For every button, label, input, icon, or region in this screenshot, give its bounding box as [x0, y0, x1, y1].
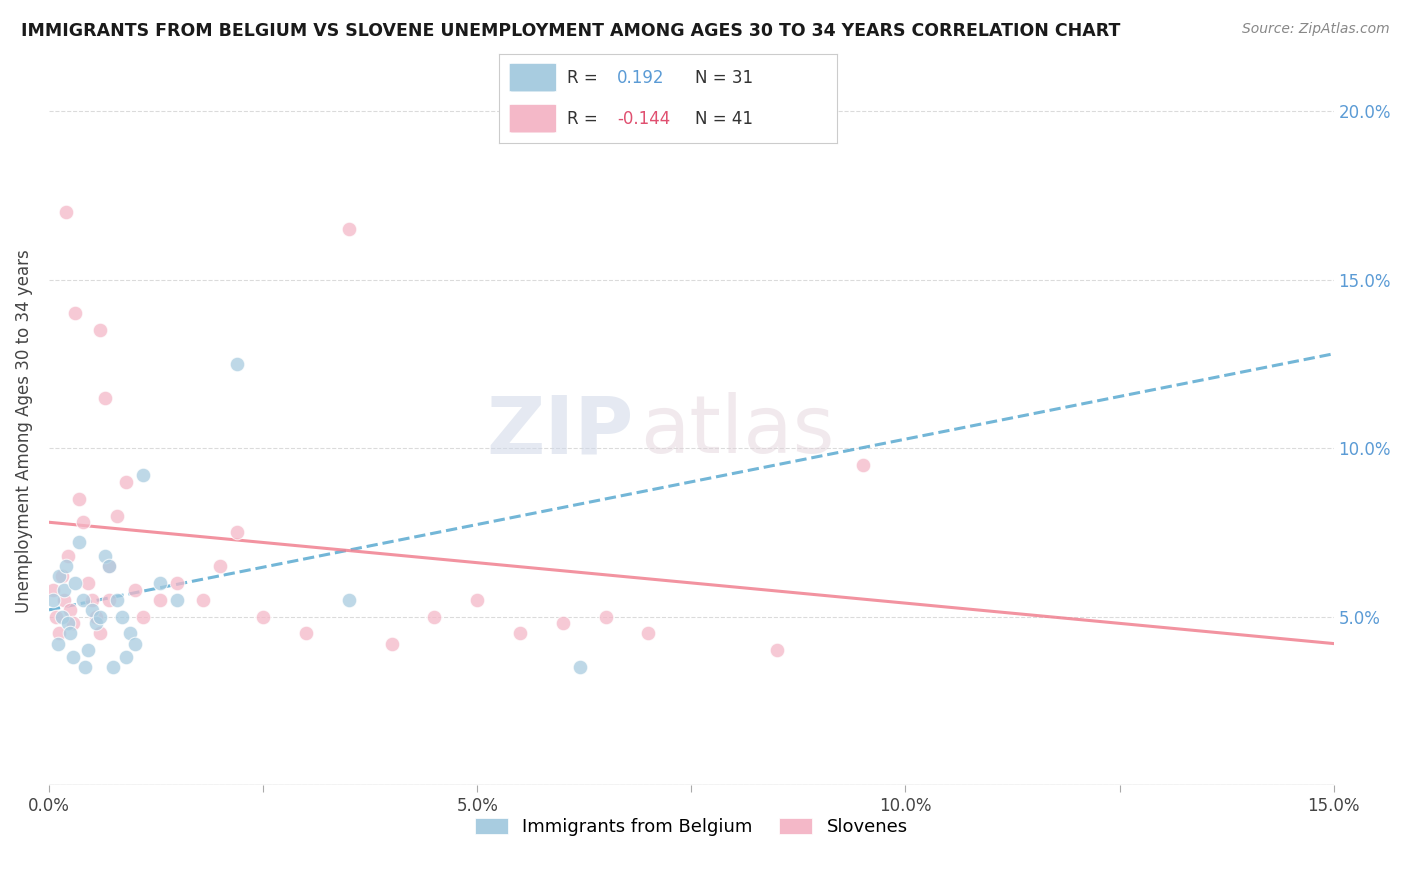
Point [48, 569, 70, 583]
Point [852, 458, 875, 472]
Text: Source: ZipAtlas.com: Source: ZipAtlas.com [1241, 22, 1389, 37]
Point [107, 592, 129, 607]
Point [72, 515, 94, 529]
Text: atlas: atlas [640, 392, 834, 470]
Point [252, 609, 274, 624]
FancyBboxPatch shape [509, 63, 557, 92]
Point [80, 592, 103, 607]
Point [124, 582, 146, 597]
Point [48, 626, 70, 640]
Point [84, 609, 107, 624]
Point [107, 508, 129, 523]
Point [226, 357, 249, 371]
Point [62, 650, 84, 665]
Point [76, 643, 98, 657]
Point [89, 626, 111, 640]
Point [63, 575, 86, 590]
Point [55, 205, 77, 219]
Point [103, 660, 125, 674]
Point [595, 609, 617, 624]
Point [76, 575, 98, 590]
Point [80, 603, 103, 617]
Text: ZIP: ZIP [486, 392, 634, 470]
Text: N = 41: N = 41 [695, 110, 752, 128]
Point [149, 592, 172, 607]
Text: R =: R = [567, 110, 603, 128]
Point [226, 525, 249, 540]
Point [67, 535, 90, 549]
Point [53, 592, 76, 607]
Point [209, 559, 232, 574]
Point [97, 559, 120, 574]
Point [97, 592, 120, 607]
Point [132, 609, 155, 624]
Point [51, 569, 73, 583]
Point [132, 468, 155, 483]
Point [42, 592, 65, 607]
Point [149, 575, 172, 590]
Point [59, 603, 82, 617]
Point [59, 626, 82, 640]
Legend: Immigrants from Belgium, Slovenes: Immigrants from Belgium, Slovenes [468, 811, 915, 843]
Point [84, 616, 107, 631]
FancyBboxPatch shape [509, 104, 557, 133]
Point [115, 475, 138, 489]
Point [72, 592, 94, 607]
Point [93, 391, 115, 405]
Point [93, 549, 115, 563]
Point [380, 636, 402, 650]
Point [55, 559, 77, 574]
Text: IMMIGRANTS FROM BELGIUM VS SLOVENE UNEMPLOYMENT AMONG AGES 30 TO 34 YEARS CORREL: IMMIGRANTS FROM BELGIUM VS SLOVENE UNEMP… [21, 22, 1121, 40]
Text: -0.144: -0.144 [617, 110, 671, 128]
Point [73, 660, 96, 674]
Point [191, 592, 214, 607]
Point [97, 559, 120, 574]
Point [56, 616, 79, 631]
Point [46, 636, 69, 650]
Point [111, 609, 134, 624]
Point [166, 592, 188, 607]
Point [337, 592, 360, 607]
Point [509, 626, 531, 640]
Point [53, 582, 76, 597]
Point [56, 549, 79, 563]
Point [637, 626, 659, 640]
Point [465, 592, 488, 607]
Point [551, 616, 574, 631]
Text: 0.192: 0.192 [617, 69, 665, 87]
Point [120, 626, 142, 640]
Point [51, 609, 73, 624]
Point [568, 660, 591, 674]
Point [89, 323, 111, 337]
Y-axis label: Unemployment Among Ages 30 to 34 years: Unemployment Among Ages 30 to 34 years [15, 250, 32, 613]
Text: R =: R = [567, 69, 603, 87]
Point [124, 636, 146, 650]
Point [89, 609, 111, 624]
Point [295, 626, 318, 640]
Point [166, 575, 188, 590]
Point [766, 643, 789, 657]
Point [423, 609, 446, 624]
Point [67, 491, 90, 506]
Point [63, 306, 86, 320]
Point [115, 650, 138, 665]
Text: N = 31: N = 31 [695, 69, 754, 87]
Point [45, 609, 67, 624]
Point [62, 616, 84, 631]
Point [337, 222, 360, 236]
Point [42, 582, 65, 597]
